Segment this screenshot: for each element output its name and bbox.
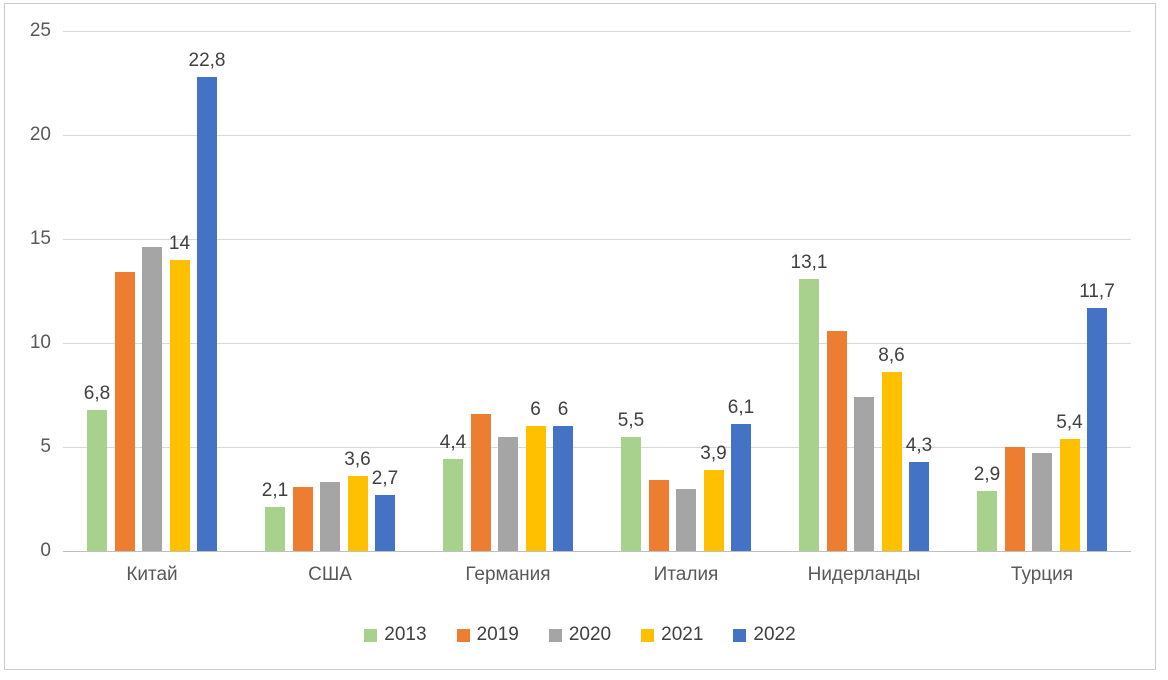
bar (553, 426, 573, 551)
gridline (63, 447, 1131, 448)
bar (320, 482, 340, 551)
x-axis-category-label: США (308, 564, 352, 585)
legend-item: 2019 (456, 624, 519, 646)
y-axis-tick-label: 25 (29, 20, 51, 41)
legend-label: 2021 (661, 624, 704, 645)
bar-value-label: 3,9 (700, 442, 727, 464)
bar-value-label: 2,7 (371, 467, 399, 489)
y-axis-tick-label: 20 (29, 124, 51, 145)
gridline (63, 31, 1131, 32)
x-axis-category-label: Китай (126, 564, 178, 585)
bar (909, 461, 929, 551)
bar-value-label: 22,8 (188, 49, 226, 71)
bar (648, 480, 669, 551)
legend-item: 2022 (733, 624, 796, 646)
bar-value-label: 2,9 (973, 463, 1001, 485)
bar (881, 372, 902, 551)
bar-value-label: 8,6 (878, 345, 905, 367)
bar (197, 76, 217, 551)
bar (525, 426, 546, 551)
bar (169, 259, 190, 551)
bar (375, 494, 395, 551)
legend-swatch-icon (364, 628, 378, 642)
bar (1087, 307, 1107, 551)
y-axis-tick-label: 10 (29, 332, 51, 353)
x-axis-category-label: Нидерланды (807, 564, 921, 585)
legend-swatch-icon (641, 628, 655, 642)
gridline (63, 239, 1131, 240)
y-axis-tick-label: 15 (29, 228, 51, 249)
gridline (63, 343, 1131, 344)
bar (292, 486, 313, 551)
bar (1004, 447, 1025, 551)
bar (114, 272, 135, 551)
bar-value-label: 6 (530, 399, 541, 421)
bar (703, 469, 724, 551)
bar-value-label: 6,8 (83, 382, 111, 404)
legend-label: 2020 (568, 624, 612, 645)
bar (347, 476, 368, 551)
bar-value-label: 6,1 (727, 397, 755, 419)
legend-swatch-icon (733, 628, 747, 642)
bar-value-label: 4,4 (439, 432, 467, 454)
bar-value-label: 6 (557, 399, 569, 421)
x-axis-category-label: Германия (465, 564, 551, 585)
bar (676, 488, 696, 551)
y-axis-tick-label: 5 (40, 436, 51, 457)
chart-frame: 0 5 10 15 20 25 Китай 6,8 14 22,8 США 2,1 3,6 2,7 Герм… (4, 3, 1156, 670)
bar (621, 436, 641, 551)
bar-value-label: 5,5 (617, 409, 645, 431)
bar (142, 247, 162, 551)
bar (731, 424, 751, 551)
legend-item: 2020 (548, 624, 612, 646)
x-axis-category-label: Турция (1010, 564, 1074, 585)
x-axis-line (63, 551, 1131, 552)
bar-value-label: 5,4 (1056, 411, 1083, 433)
legend-swatch-icon (456, 628, 470, 642)
bar (854, 397, 874, 551)
legend-label: 2022 (753, 624, 796, 645)
legend-label: 2019 (476, 624, 519, 645)
gridline (63, 135, 1131, 136)
bar-value-label: 3,6 (344, 449, 371, 471)
bar (265, 507, 285, 551)
bar (1032, 453, 1052, 551)
legend-swatch-icon (548, 628, 562, 642)
bar (1059, 438, 1080, 551)
bar-value-label: 13,1 (790, 251, 828, 273)
bar (470, 413, 491, 551)
x-axis-category-label: Италия (653, 564, 719, 585)
legend-item: 2021 (641, 624, 703, 646)
bar (977, 490, 997, 551)
bar-value-label: 14 (168, 232, 191, 254)
bar (498, 436, 518, 551)
y-axis-tick-label: 0 (40, 540, 51, 561)
legend: 2013 2019 2020 2021 2022 (5, 624, 1155, 646)
bar (443, 459, 463, 551)
bar (826, 330, 847, 551)
bar-value-label: 11,7 (1079, 280, 1115, 302)
bar-value-label: 4,3 (905, 434, 933, 456)
bar (799, 278, 819, 551)
legend-label: 2013 (384, 624, 427, 645)
bar-value-label: 2,1 (261, 480, 289, 502)
bar (87, 409, 107, 551)
legend-item: 2013 (364, 624, 427, 646)
